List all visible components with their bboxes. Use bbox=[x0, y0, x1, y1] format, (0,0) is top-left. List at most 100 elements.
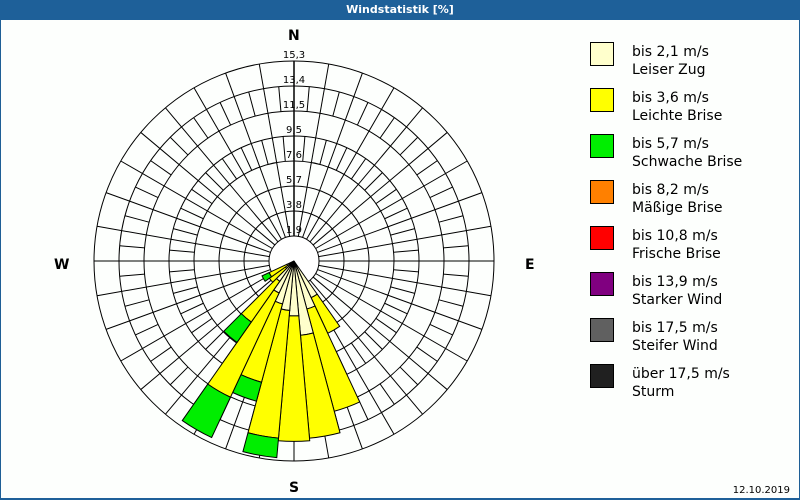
legend-speed: bis 2,1 m/s bbox=[632, 44, 709, 60]
grid-spoke-minor bbox=[191, 317, 213, 334]
grid-spoke-minor bbox=[169, 249, 195, 253]
grid-spoke-minor bbox=[375, 317, 397, 334]
grid-spoke-minor bbox=[119, 273, 145, 277]
grid-spoke-minor bbox=[173, 286, 198, 294]
grid-spoke bbox=[312, 276, 448, 390]
grid-spoke-minor bbox=[306, 86, 310, 112]
ring-label: 15,3 bbox=[283, 50, 305, 61]
legend-swatch bbox=[590, 180, 614, 204]
grid-spoke-minor bbox=[390, 228, 415, 236]
grid-spoke-minor bbox=[416, 160, 438, 176]
grid-spoke-minor bbox=[335, 147, 348, 171]
grid-spoke-minor bbox=[390, 286, 415, 294]
grid-spoke-minor bbox=[193, 117, 209, 139]
grid-spoke bbox=[120, 273, 273, 362]
grid-spoke-minor bbox=[364, 331, 383, 350]
grid-spoke-minor bbox=[278, 86, 282, 112]
grid-spoke bbox=[105, 269, 271, 330]
grid-spoke-minor bbox=[319, 140, 327, 165]
grid-spoke-minor bbox=[221, 158, 238, 180]
grid-spoke-minor bbox=[150, 160, 172, 176]
grid-spoke bbox=[96, 225, 270, 258]
wind-wedge-segment bbox=[242, 432, 280, 459]
chart-title: Windstatistik [%] bbox=[0, 0, 800, 20]
legend-swatch bbox=[590, 226, 614, 250]
grid-spoke-minor bbox=[124, 215, 150, 223]
grid-spoke bbox=[225, 72, 286, 238]
grid-spoke-minor bbox=[240, 147, 253, 171]
grid-spoke-minor bbox=[332, 91, 340, 117]
grid-spoke-minor bbox=[205, 172, 224, 191]
grid-spoke-minor bbox=[429, 323, 453, 336]
grid-spoke-minor bbox=[350, 342, 367, 364]
legend-name: Leichte Brise bbox=[632, 108, 723, 124]
grid-spoke-minor bbox=[180, 302, 204, 315]
grid-spoke-minor bbox=[180, 207, 204, 220]
grid-spoke-minor bbox=[169, 136, 189, 156]
grid-spoke-minor bbox=[191, 188, 213, 205]
grid-spoke bbox=[120, 160, 273, 249]
grid-spoke-minor bbox=[379, 117, 395, 139]
grid-spoke-minor bbox=[205, 331, 224, 350]
grid-spoke-minor bbox=[393, 269, 419, 273]
legend-name: Mäßige Brise bbox=[632, 200, 723, 216]
grid-spoke-minor bbox=[302, 136, 306, 162]
grid-spoke bbox=[309, 279, 423, 415]
grid-spoke-minor bbox=[393, 249, 419, 253]
grid-spoke bbox=[193, 87, 282, 240]
grid-spoke-minor bbox=[350, 158, 367, 180]
legend-speed: bis 8,2 m/s bbox=[632, 182, 709, 198]
grid-spoke-minor bbox=[379, 383, 395, 405]
grid-spoke-minor bbox=[248, 91, 256, 117]
grid-spoke-minor bbox=[399, 136, 419, 156]
ring-label: 5,7 bbox=[286, 175, 302, 186]
legend-name: Leiser Zug bbox=[632, 62, 706, 78]
wind-wedge-segment bbox=[261, 271, 273, 282]
grid-spoke bbox=[317, 192, 483, 253]
grid-spoke bbox=[318, 264, 492, 297]
grid-spoke-minor bbox=[261, 140, 269, 165]
grid-spoke-minor bbox=[282, 136, 286, 162]
legend-swatch bbox=[590, 134, 614, 158]
grid-spoke-minor bbox=[219, 102, 232, 126]
grid-spoke bbox=[309, 107, 423, 243]
legend-speed: bis 13,9 m/s bbox=[632, 274, 718, 290]
wind-wedge-segment bbox=[181, 383, 232, 439]
legend-swatch bbox=[590, 42, 614, 66]
grid-spoke bbox=[318, 225, 492, 258]
ring-label: 3,8 bbox=[286, 200, 302, 211]
grid-spoke bbox=[297, 63, 330, 237]
legend-speed: bis 5,7 m/s bbox=[632, 136, 709, 152]
legend-speed: bis 17,5 m/s bbox=[632, 320, 718, 336]
direction-east-label: E bbox=[525, 257, 535, 273]
grid-spoke-minor bbox=[384, 207, 408, 220]
ring-label: 7,6 bbox=[286, 150, 302, 161]
ring-label: 11,5 bbox=[283, 100, 305, 111]
grid-spoke bbox=[105, 192, 271, 253]
grid-spoke-minor bbox=[429, 186, 453, 199]
legend-swatch bbox=[590, 272, 614, 296]
ring-label: 9,5 bbox=[286, 125, 302, 136]
grid-spoke bbox=[315, 273, 468, 362]
grid-spoke bbox=[258, 63, 291, 237]
grid-spoke-minor bbox=[135, 186, 159, 199]
grid-spoke-minor bbox=[375, 188, 397, 205]
legend-name: Frische Brise bbox=[632, 246, 721, 262]
legend-swatch bbox=[590, 364, 614, 388]
legend-speed: bis 3,6 m/s bbox=[632, 90, 709, 106]
bottom-border bbox=[0, 498, 800, 500]
grid-spoke-minor bbox=[169, 366, 189, 386]
legend-swatch bbox=[590, 88, 614, 112]
grid-spoke-minor bbox=[384, 302, 408, 315]
legend-speed: über 17,5 m/s bbox=[632, 366, 730, 382]
grid-spoke bbox=[96, 264, 270, 297]
direction-north-label: N bbox=[288, 28, 300, 44]
grid-spoke-minor bbox=[173, 228, 198, 236]
grid-spoke bbox=[306, 87, 395, 240]
grid-spoke bbox=[302, 72, 363, 238]
legend-swatch bbox=[590, 318, 614, 342]
grid-spoke bbox=[317, 269, 483, 330]
ring-label: 1,9 bbox=[286, 225, 302, 236]
